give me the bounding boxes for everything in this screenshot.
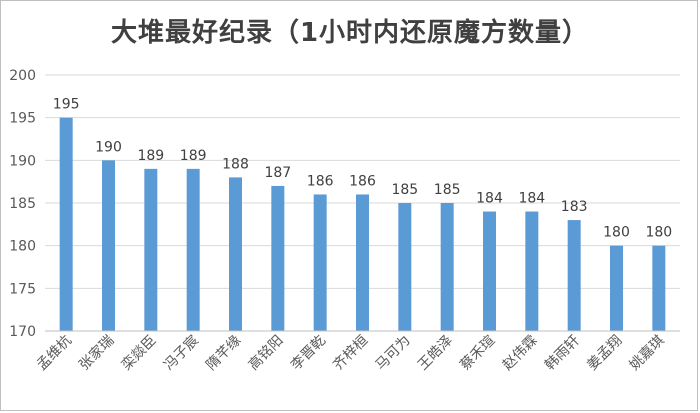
y-axis: 170 175 180 185 190 195 200 <box>9 68 36 340</box>
y-tick-label: 200 <box>9 68 36 84</box>
x-category-label: 孟维杭 <box>34 333 75 374</box>
x-category-label: 齐梓桓 <box>330 333 371 374</box>
data-labels: 195 190 189 189 188 187 186 186 185 185 184 184 183 1… <box>53 97 672 241</box>
data-label: 185 <box>391 182 418 198</box>
x-category-label: 韩雨轩 <box>542 333 583 374</box>
bar <box>102 160 115 331</box>
y-tick-label: 180 <box>9 239 36 255</box>
y-tick-label: 190 <box>9 153 36 169</box>
x-category-label: 姜孟翔 <box>584 333 625 374</box>
bar <box>186 168 200 331</box>
data-label: 187 <box>264 165 291 181</box>
bar <box>610 245 623 331</box>
x-category-label: 高铭阳 <box>245 332 287 374</box>
data-label: 184 <box>476 191 503 207</box>
x-category-label: 李晋乾 <box>288 333 329 374</box>
bar <box>483 211 496 331</box>
data-label: 190 <box>95 139 122 155</box>
x-category-label: 隋芊缘 <box>203 333 244 374</box>
data-label: 188 <box>222 156 249 172</box>
x-axis: 孟维杭 张家瑞 栾燚臣 冯子宸 隋芊缘 高铭阳 李晋乾 齐梓桓 马可为 王皓泽 蔡禾瑄 赵伟霖 韩雨轩姜… <box>34 330 680 374</box>
bar <box>229 177 242 331</box>
bar <box>271 185 285 331</box>
bar <box>398 203 412 331</box>
data-label: 180 <box>645 225 672 241</box>
x-category-label: 姚嘉琪 <box>627 333 668 374</box>
data-label: 195 <box>53 97 80 113</box>
data-label: 189 <box>180 148 207 164</box>
x-category-label: 王皓泽 <box>415 333 456 374</box>
data-label: 180 <box>603 225 630 241</box>
x-category-label: 马可为 <box>373 333 414 374</box>
bar <box>356 194 369 331</box>
bar <box>652 245 666 331</box>
x-category-label: 蔡禾瑄 <box>457 333 498 374</box>
bar <box>59 117 73 332</box>
bar <box>144 168 158 331</box>
chart-title: 大堆最好纪录（1小时内还原魔方数量） <box>110 18 590 48</box>
x-category-label: 冯子宸 <box>160 332 202 374</box>
bar <box>567 220 581 331</box>
data-label: 183 <box>561 199 588 215</box>
bar <box>313 194 327 331</box>
x-category-label: 张家瑞 <box>76 332 118 374</box>
y-tick-label: 195 <box>9 111 36 127</box>
bar <box>440 203 454 331</box>
x-category-label: 栾燚臣 <box>118 332 160 374</box>
y-tick-label: 175 <box>9 281 36 297</box>
x-category-label: 赵伟霖 <box>500 333 541 374</box>
y-tick-label: 170 <box>9 324 36 340</box>
data-label: 184 <box>518 191 545 207</box>
bars <box>59 117 666 332</box>
y-tick-label: 185 <box>9 196 36 212</box>
bar <box>525 211 539 331</box>
data-label: 186 <box>307 173 334 189</box>
data-label: 189 <box>137 148 164 164</box>
data-label: 186 <box>349 173 376 189</box>
data-label: 185 <box>434 182 461 198</box>
